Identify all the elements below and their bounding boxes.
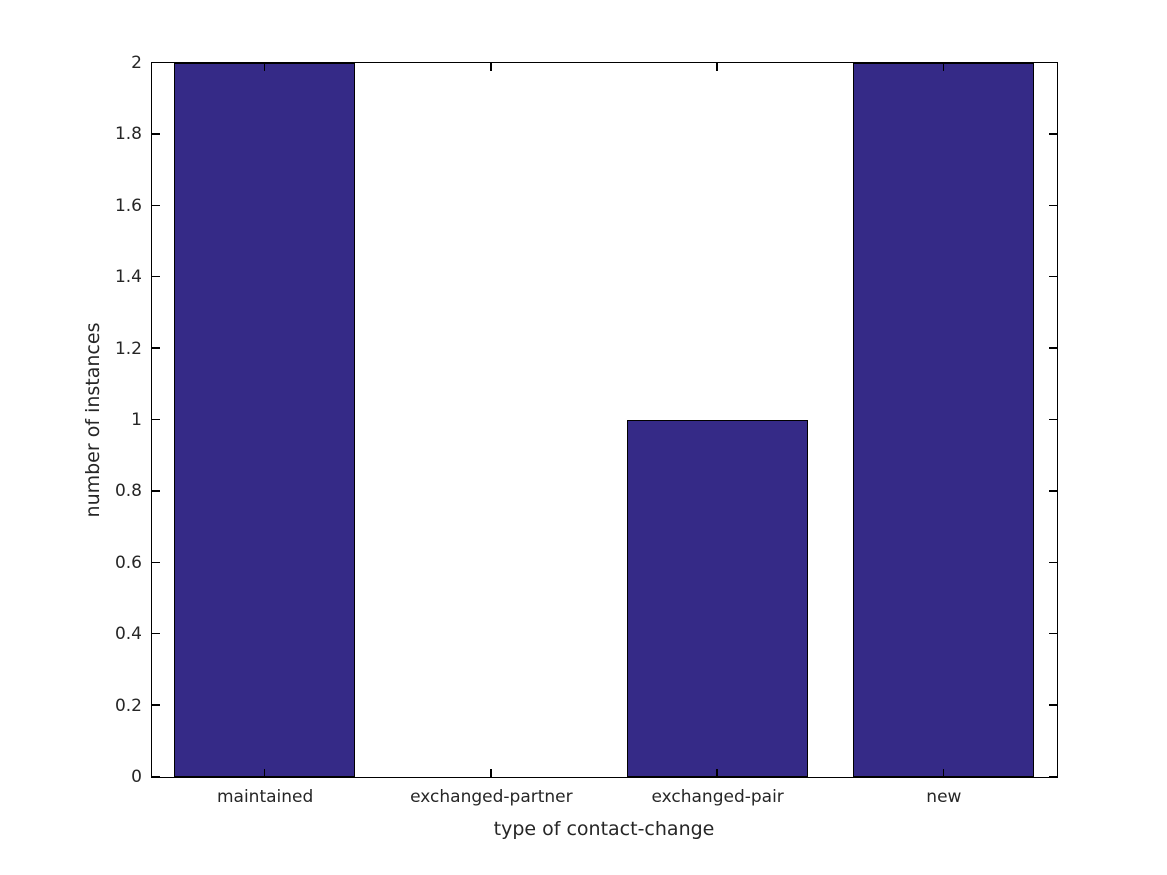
y-tick-left — [151, 418, 160, 421]
x-tick-bottom — [942, 768, 945, 777]
y-tick-left — [151, 561, 160, 564]
y-tick-label: 0 — [131, 767, 142, 787]
x-tick-bottom — [716, 768, 718, 777]
y-tick-label: 2 — [131, 53, 142, 73]
y-tick-label: 0.8 — [114, 481, 142, 502]
y-tick-label: 1.2 — [114, 338, 142, 359]
x-tick-label-exchanged-pair: exchanged-pair — [651, 787, 784, 807]
y-tick-label: 1.8 — [114, 124, 142, 145]
y-tick-left — [151, 704, 160, 706]
x-tick-label-maintained: maintained — [216, 787, 314, 807]
x-tick-label-new: new — [926, 787, 962, 807]
y-tick-label: 0.2 — [114, 695, 142, 716]
y-tick-right — [1048, 418, 1057, 421]
bar-maintained — [174, 62, 356, 777]
y-tick-label: 1 — [131, 410, 142, 430]
x-tick-top — [263, 62, 266, 71]
y-tick-left — [151, 347, 160, 349]
y-tick-left — [151, 490, 160, 492]
y-tick-right — [1048, 775, 1057, 778]
x-tick-bottom — [263, 768, 266, 777]
x-axis-title: type of contact-change — [493, 818, 715, 840]
y-tick-left — [151, 775, 160, 778]
x-tick-top — [716, 62, 718, 71]
y-tick-right — [1048, 561, 1057, 564]
y-tick-label: 1.4 — [114, 267, 142, 288]
y-tick-right — [1048, 204, 1057, 207]
y-tick-right — [1048, 61, 1057, 64]
y-tick-right — [1048, 490, 1057, 492]
y-tick-label: 0.6 — [114, 552, 142, 573]
y-tick-right — [1048, 133, 1057, 135]
bar-exchanged-pair — [626, 419, 808, 777]
y-tick-right — [1048, 275, 1057, 278]
x-tick-label-exchanged-partner: exchanged-partner — [410, 787, 573, 807]
y-tick-left — [151, 204, 160, 207]
y-tick-left — [151, 61, 160, 64]
y-tick-left — [151, 632, 160, 635]
x-tick-top — [490, 62, 492, 71]
y-tick-right — [1048, 347, 1057, 349]
y-tick-right — [1048, 632, 1057, 635]
x-tick-bottom — [490, 768, 492, 777]
plot-area — [150, 61, 1058, 778]
y-tick-left — [151, 133, 160, 135]
x-tick-top — [942, 62, 945, 71]
y-tick-right — [1048, 704, 1057, 706]
y-tick-label: 0.4 — [114, 624, 142, 645]
bar-new — [852, 62, 1034, 777]
y-tick-left — [151, 275, 160, 278]
y-tick-label: 1.6 — [114, 195, 142, 216]
